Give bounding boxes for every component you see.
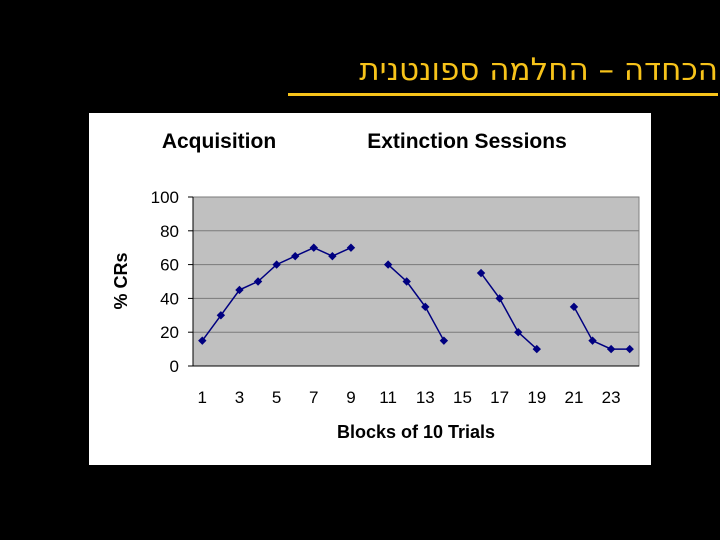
y-tick-label: 0 [170,357,179,376]
x-tick-label: 17 [490,388,509,407]
data-point [402,277,411,286]
data-point [272,260,281,269]
plot-area [192,196,640,367]
x-tick-label: 13 [416,388,435,407]
data-point [291,251,300,261]
x-tick-label: 21 [564,388,583,407]
y-axis-label: % CRs [111,252,131,309]
chart-panel: 0 20 40 60 80 100 1 3 5 7 9 11 13 15 17 19 21 23 Acquisit… [89,113,651,465]
data-point [198,336,207,345]
x-tick-label: 15 [453,388,472,407]
x-tick-label: 5 [272,388,281,407]
data-point [346,243,356,252]
data-point [253,277,263,286]
data-point [421,302,430,312]
series-line-4 [573,306,630,350]
x-tick-label: 3 [235,388,244,407]
data-point [495,294,504,303]
x-tick-label: 1 [198,388,207,407]
data-point [439,336,449,345]
annotation-acquisition: Acquisition [162,130,276,153]
y-tick-label: 80 [160,222,179,241]
data-point [309,243,318,252]
data-point [328,251,337,261]
x-tick-label: 19 [527,388,546,407]
slide-title: הכחדה – החלמה ספונטנית [359,52,718,88]
series-line-2 [387,264,445,342]
data-point [216,311,226,320]
data-point [383,260,393,269]
y-tick-label: 40 [160,289,179,308]
annotation-extinction-sessions: Extinction Sessions [367,130,567,153]
data-point [606,344,616,354]
x-tick-label: 11 [379,388,397,407]
y-tick-label: 20 [160,323,179,342]
x-tick-label: 23 [602,388,621,407]
series-line-3 [480,272,538,350]
data-point [476,268,486,278]
title-underline [288,93,718,96]
y-tick-label: 60 [160,256,179,275]
data-point [235,285,244,295]
x-tick-label: 9 [346,388,355,407]
y-tick-label: 100 [151,188,179,207]
x-axis-label: Blocks of 10 Trials [337,422,495,442]
data-point [625,344,634,354]
x-tick-label: 7 [309,388,318,407]
